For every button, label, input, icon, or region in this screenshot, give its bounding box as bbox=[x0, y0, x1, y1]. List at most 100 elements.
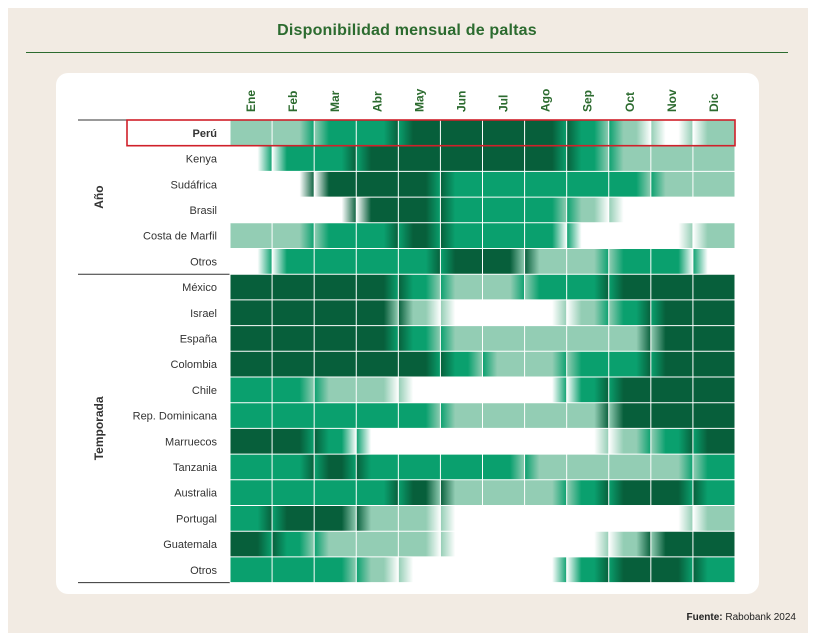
cell-temporada-israel-mar bbox=[314, 299, 357, 326]
cell-temporada-otros-sep bbox=[566, 556, 610, 583]
row-label-temporada-portugal: Portugal bbox=[176, 513, 217, 525]
cell-temporada-australia-jun bbox=[440, 479, 483, 506]
cell-temporada-australia-sep bbox=[566, 479, 610, 506]
cell-temporada-israel-feb bbox=[272, 299, 315, 326]
cell-temporada-espa-a-ago bbox=[524, 325, 567, 352]
cell-temporada-portugal-ago bbox=[524, 505, 567, 532]
cell-temporada-rep-dominicana-may bbox=[398, 402, 441, 429]
cell-a-o-kenya-abr bbox=[356, 145, 399, 172]
cell-a-o-sud-frica-abr bbox=[356, 171, 399, 198]
cell-temporada-espa-a-oct bbox=[608, 325, 652, 352]
cell-temporada-portugal-abr bbox=[356, 505, 399, 532]
cell-temporada-australia-ene bbox=[230, 479, 273, 506]
cell-a-o-costa-de-marfil-may bbox=[398, 222, 441, 249]
cell-temporada-m-xico-dic bbox=[692, 274, 736, 301]
cell-temporada-otros-dic bbox=[692, 556, 736, 583]
cell-temporada-marruecos-dic bbox=[692, 428, 736, 455]
cell-a-o-costa-de-marfil-nov bbox=[650, 222, 694, 249]
cell-a-o-kenya-ago bbox=[524, 145, 567, 172]
cell-temporada-otros-oct bbox=[608, 556, 652, 583]
cell-a-o-brasil-feb bbox=[272, 197, 315, 224]
cell-temporada-israel-sep bbox=[566, 299, 610, 326]
heatmap-gridlines bbox=[78, 119, 736, 584]
cell-a-o-costa-de-marfil-feb bbox=[272, 222, 315, 249]
cell-temporada-australia-jul bbox=[482, 479, 525, 506]
cell-temporada-colombia-jun bbox=[440, 351, 483, 378]
cell-temporada-rep-dominicana-dic bbox=[692, 402, 736, 429]
month-label-oct: Oct bbox=[623, 92, 637, 112]
cell-temporada-marruecos-ago bbox=[524, 428, 567, 455]
cell-a-o-brasil-dic bbox=[692, 197, 736, 224]
cell-temporada-guatemala-oct bbox=[608, 531, 652, 558]
cell-a-o-costa-de-marfil-jun bbox=[440, 222, 483, 249]
month-label-ene: Ene bbox=[244, 90, 258, 112]
cell-a-o-brasil-ene bbox=[230, 197, 273, 224]
cell-temporada-marruecos-sep bbox=[566, 428, 610, 455]
row-label-temporada-australia: Australia bbox=[174, 488, 218, 500]
cell-temporada-australia-feb bbox=[272, 479, 315, 506]
cell-temporada-portugal-ene bbox=[230, 505, 273, 532]
month-labels: Ene Feb Mar Abr May Jun Jul Ago Sep Oct Nov Dic bbox=[244, 88, 721, 112]
cell-temporada-israel-abr bbox=[356, 299, 399, 326]
cell-temporada-colombia-ago bbox=[524, 351, 567, 378]
cell-temporada-marruecos-feb bbox=[272, 428, 315, 455]
month-label-may: May bbox=[412, 88, 426, 112]
cell-temporada-tanzania-ene bbox=[230, 454, 273, 481]
month-label-abr: Abr bbox=[370, 91, 384, 112]
cell-temporada-colombia-nov bbox=[650, 351, 694, 378]
cell-a-o-costa-de-marfil-oct bbox=[608, 222, 652, 249]
month-label-jul: Jul bbox=[497, 95, 511, 112]
chart-title: Disponibilidad mensual de paltas bbox=[277, 22, 537, 39]
cell-temporada-espa-a-may bbox=[398, 325, 441, 352]
cell-temporada-chile-mar bbox=[314, 377, 357, 403]
cell-temporada-marruecos-oct bbox=[608, 428, 652, 455]
group-label-temporada: Temporada bbox=[92, 396, 106, 460]
cell-temporada-portugal-feb bbox=[272, 505, 315, 532]
cell-temporada-marruecos-may bbox=[398, 428, 441, 455]
cell-temporada-m-xico-jun bbox=[440, 274, 483, 301]
month-label-dic: Dic bbox=[707, 93, 721, 112]
cell-temporada-colombia-oct bbox=[608, 351, 652, 378]
cell-a-o-otros-jul bbox=[482, 248, 525, 275]
cell-temporada-guatemala-nov bbox=[650, 531, 694, 558]
cell-a-o-sud-frica-nov bbox=[650, 171, 694, 198]
source-note: Fuente: Rabobank 2024 bbox=[686, 612, 796, 623]
cell-temporada-colombia-jul bbox=[482, 351, 525, 378]
cell-a-o-costa-de-marfil-ene bbox=[230, 222, 273, 249]
cell-a-o-brasil-jun bbox=[440, 197, 483, 224]
cell-a-o-otros-ene bbox=[230, 248, 273, 275]
cell-a-o-kenya-jul bbox=[482, 145, 525, 172]
cell-temporada-guatemala-mar bbox=[314, 531, 357, 558]
cell-a-o-brasil-mar bbox=[314, 197, 357, 224]
cell-a-o-kenya-oct bbox=[608, 145, 652, 172]
cell-temporada-otros-nov bbox=[650, 556, 694, 583]
row-label-temporada-m-xico: México bbox=[182, 282, 217, 294]
cell-temporada-espa-a-dic bbox=[692, 325, 736, 352]
cell-temporada-espa-a-sep bbox=[566, 325, 610, 352]
row-label-temporada-chile: Chile bbox=[192, 385, 217, 397]
cell-a-o-costa-de-marfil-jul bbox=[482, 222, 525, 249]
cell-temporada-espa-a-ene bbox=[230, 325, 273, 352]
cell-a-o-brasil-jul bbox=[482, 197, 525, 224]
cell-temporada-chile-ene bbox=[230, 377, 273, 403]
cell-a-o-brasil-nov bbox=[650, 197, 694, 224]
cell-temporada-rep-dominicana-sep bbox=[566, 402, 610, 429]
cell-temporada-tanzania-ago bbox=[524, 454, 567, 481]
cell-temporada-rep-dominicana-jun bbox=[440, 402, 483, 429]
cell-temporada-otros-mar bbox=[314, 556, 357, 583]
cell-temporada-otros-feb bbox=[272, 556, 315, 583]
cell-temporada-otros-ago bbox=[524, 556, 567, 583]
cell-a-o-brasil-ago bbox=[524, 197, 567, 224]
cell-temporada-tanzania-feb bbox=[272, 454, 315, 481]
cell-temporada-tanzania-nov bbox=[650, 454, 694, 481]
cell-temporada-australia-oct bbox=[608, 479, 652, 506]
cell-temporada-guatemala-sep bbox=[566, 531, 610, 558]
cell-a-o-sud-frica-may bbox=[398, 171, 441, 198]
cell-temporada-rep-dominicana-ago bbox=[524, 402, 567, 429]
cell-temporada-tanzania-jun bbox=[440, 454, 483, 481]
cell-temporada-guatemala-dic bbox=[692, 531, 736, 558]
cell-a-o-costa-de-marfil-sep bbox=[566, 222, 610, 249]
cell-temporada-colombia-mar bbox=[314, 351, 357, 378]
cell-temporada-tanzania-may bbox=[398, 454, 441, 481]
cell-temporada-espa-a-mar bbox=[314, 325, 357, 352]
